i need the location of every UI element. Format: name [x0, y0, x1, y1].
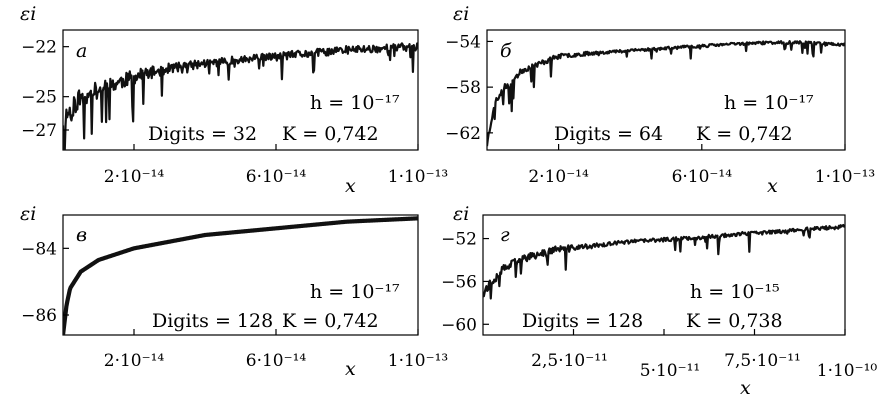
y-tick-label: −25 [21, 88, 57, 108]
x-tick-label: 7,5·10⁻¹¹ [724, 351, 801, 371]
y-tick-label: −22 [21, 38, 57, 58]
y-tick-label: −58 [445, 78, 481, 98]
x-tick-label: 1·10⁻¹⁰ [817, 361, 878, 381]
x-tick-label: 1·10⁻¹³ [388, 167, 448, 187]
y-tick-label: −86 [21, 306, 57, 326]
series-line [63, 216, 418, 335]
annotation-digits: Digits = 32 [148, 123, 257, 145]
y-axis-label: εi [20, 3, 36, 25]
y-axis-label: εi [453, 3, 469, 25]
x-tick-label: 5·10⁻¹¹ [640, 361, 700, 381]
annotation-digits: Digits = 128 [152, 310, 273, 332]
series-line [483, 223, 845, 300]
y-tick-label: −27 [21, 121, 57, 141]
panel-label: б [500, 40, 512, 62]
plot-frame [62, 214, 419, 336]
panel-4: 2,5·10⁻¹¹ 5·10⁻¹¹ 7,5·10⁻¹¹ 1·10⁻¹⁰ −52 −56 −6… [441, 203, 877, 399]
y-tick-label: −60 [441, 315, 477, 335]
annotation-step: h = 10⁻¹⁵ [690, 281, 780, 303]
annotation-step: h = 10⁻¹⁷ [724, 92, 814, 114]
x-tick-label: 6·10⁻¹⁴ [246, 351, 307, 371]
x-tick-label: 2·10⁻¹⁴ [104, 351, 165, 371]
annotation-k: K = 0,742 [696, 123, 793, 145]
annotation-k: K = 0,738 [686, 310, 783, 332]
annotation-digits: Digits = 128 [522, 310, 643, 332]
series-line [487, 40, 845, 147]
x-axis-label: x [345, 175, 356, 197]
annotation-k: K = 0,742 [282, 310, 379, 332]
y-axis-label: εi [20, 203, 36, 225]
y-tick-label: −62 [445, 124, 481, 144]
x-tick-label: 6·10⁻¹⁴ [246, 167, 307, 187]
plot-frame [62, 29, 419, 151]
y-tick-label: −84 [21, 239, 57, 259]
series-line [63, 42, 418, 150]
y-tick-label: −52 [441, 230, 477, 250]
x-tick-label: 6·10⁻¹⁴ [672, 167, 733, 187]
panel-label: а [76, 40, 87, 62]
x-tick-label: 1·10⁻¹³ [815, 167, 875, 187]
plot-frame [486, 29, 846, 151]
annotation-digits: Digits = 64 [554, 123, 663, 145]
annotation-k: K = 0,742 [282, 123, 379, 145]
panel-label: г [500, 224, 510, 246]
x-axis-label: x [740, 377, 751, 399]
x-axis-label: x [767, 175, 778, 197]
y-axis-label: εi [453, 203, 469, 225]
x-tick-label: 1·10⁻¹³ [388, 351, 448, 371]
x-tick-label: 2·10⁻¹⁴ [528, 167, 589, 187]
x-axis-label: x [345, 358, 356, 380]
annotation-step: h = 10⁻¹⁷ [310, 92, 400, 114]
y-tick-label: −56 [441, 272, 477, 292]
panel-2: 2·10⁻¹⁴ 6·10⁻¹⁴ 1·10⁻¹³ −54 −58 −62 εi x б h = 10… [445, 3, 875, 197]
x-tick-label: 2,5·10⁻¹¹ [531, 351, 608, 371]
panel-3: 2·10⁻¹⁴ 6·10⁻¹⁴ 1·10⁻¹³ −84 −86 εi x в h = 10⁻¹⁷… [20, 203, 448, 380]
panel-1: 2·10⁻¹⁴ 6·10⁻¹⁴ 1·10⁻¹³ −22 −25 −27 εi x а h = 10… [20, 3, 448, 197]
x-tick-label: 2·10⁻¹⁴ [104, 167, 165, 187]
y-tick-label: −54 [445, 32, 481, 52]
panel-label: в [76, 224, 87, 246]
annotation-step: h = 10⁻¹⁷ [310, 281, 400, 303]
